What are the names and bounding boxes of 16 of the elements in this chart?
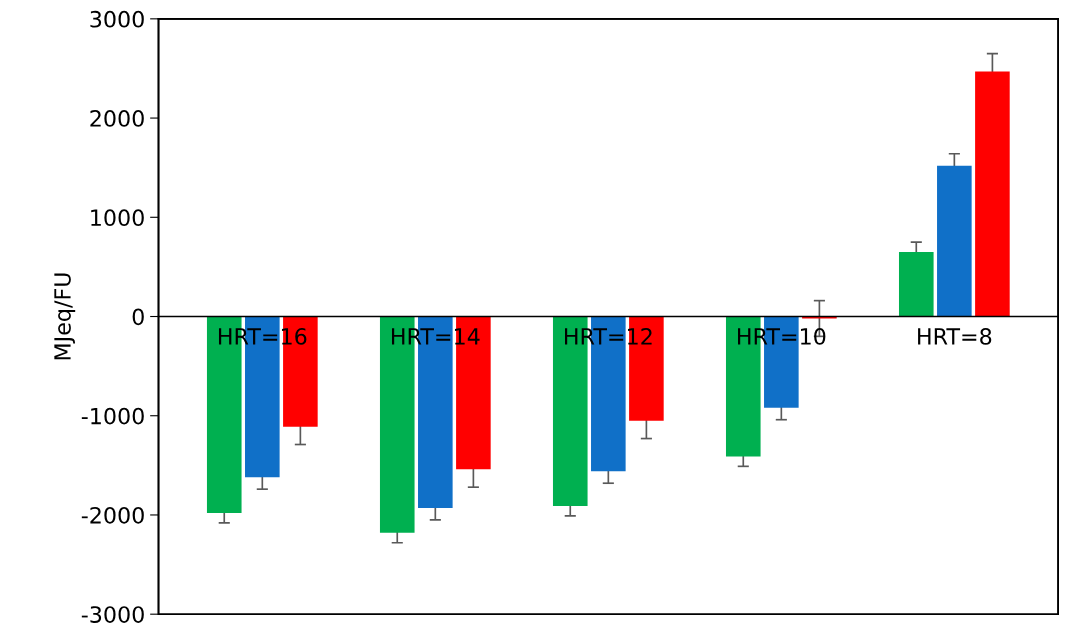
bar [975,71,1010,317]
y-tick-label: -3000 [81,606,144,623]
bar [937,165,972,317]
y-tick-label: -2000 [81,506,144,524]
bar [898,252,934,317]
x-tick-label: HRT=14 [391,328,480,345]
y-tick-label: 0 [132,308,144,326]
y-tick-label: 2000 [90,110,144,127]
x-tick-label: HRT=16 [218,328,307,345]
y-axis-title: MJeq/FU [54,273,76,360]
y-tick-label: 3000 [90,10,144,28]
x-tick-label: HRT=10 [738,328,826,345]
x-tick-label: HRT=8 [918,328,992,345]
x-tick-label: HRT=12 [565,328,652,345]
y-tick-label: 1000 [91,209,144,227]
y-tick-label: -1000 [81,407,144,425]
